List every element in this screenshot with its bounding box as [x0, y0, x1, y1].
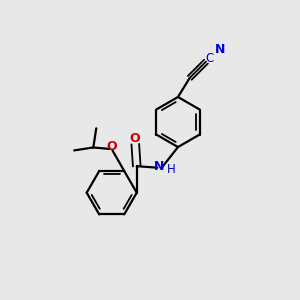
Text: H: H: [167, 163, 176, 176]
Text: O: O: [106, 140, 117, 153]
Text: O: O: [129, 132, 140, 145]
Text: C: C: [206, 52, 214, 65]
Text: N: N: [154, 160, 164, 173]
Text: N: N: [215, 43, 225, 56]
